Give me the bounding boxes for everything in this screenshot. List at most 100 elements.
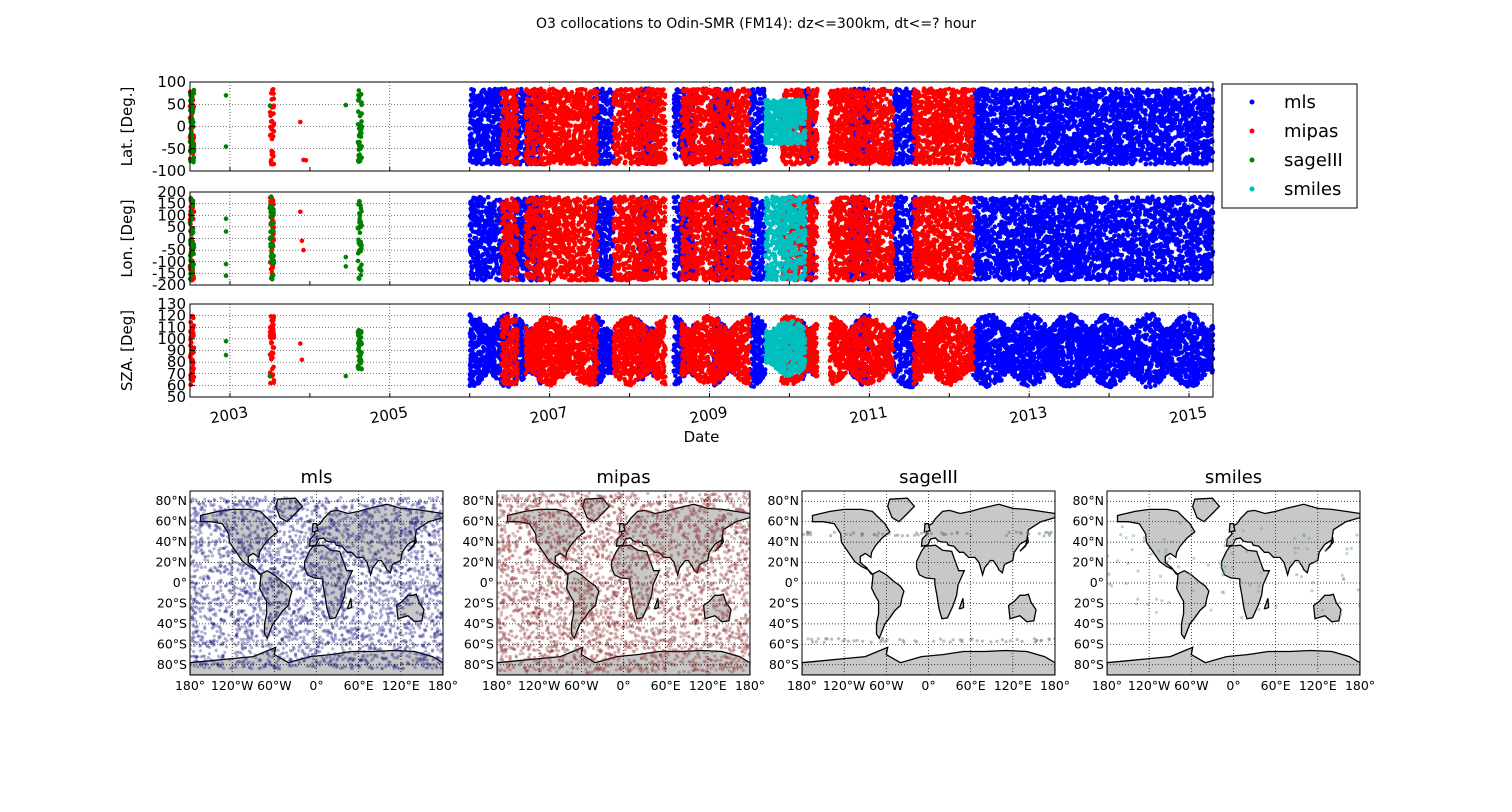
point-mls (1072, 96, 1077, 102)
point-mls (1077, 150, 1083, 155)
point-mls (1032, 101, 1038, 107)
point-mls (748, 108, 753, 114)
point-mls (757, 96, 763, 102)
point-mls (755, 158, 761, 163)
point-mls (759, 114, 765, 120)
point-mls (993, 138, 998, 143)
point-mls (755, 106, 760, 111)
point-mls (481, 130, 487, 135)
point-mls (754, 153, 760, 159)
point-mls (896, 135, 901, 140)
point-mls (1040, 147, 1046, 152)
point-mls (493, 117, 499, 122)
point-mls (1195, 129, 1200, 134)
point-mls (755, 89, 761, 95)
point-mls (1134, 108, 1139, 114)
point-mls (1021, 87, 1026, 93)
point-mls (1191, 147, 1197, 153)
point-mls (1052, 138, 1057, 144)
point-mls (900, 146, 905, 151)
point-mls (1137, 100, 1143, 106)
point-mls (469, 136, 475, 141)
point-mls (1049, 126, 1055, 131)
point-mls (480, 141, 485, 146)
point-mls (1092, 91, 1098, 96)
point-mls (1112, 133, 1117, 138)
point-mls (1110, 151, 1115, 156)
point-mls (1172, 135, 1178, 140)
point-mls (605, 145, 611, 151)
point-mls (1000, 116, 1005, 122)
point-mls (895, 107, 900, 113)
point-mls (975, 91, 981, 96)
point-mls (976, 110, 982, 116)
point-mls (1066, 119, 1072, 124)
point-mls (1015, 140, 1021, 146)
point-mls (1166, 161, 1171, 166)
point-mls (1165, 104, 1170, 109)
point-mls (490, 107, 495, 112)
point-mls (1064, 149, 1070, 154)
point-mls (494, 160, 500, 166)
point-mls (892, 88, 898, 94)
point-mls (1160, 160, 1165, 166)
point-mls (1040, 87, 1045, 93)
point-mls (1050, 119, 1056, 125)
point-mls (1043, 151, 1049, 157)
point-mls (1095, 142, 1101, 148)
point-mls (520, 101, 525, 106)
point-mls (488, 152, 494, 158)
point-mls (484, 94, 490, 99)
point-mls (1115, 102, 1120, 108)
point-mls (1041, 136, 1046, 142)
point-mls (1122, 148, 1127, 154)
point-mls (1052, 91, 1058, 96)
point-mls (1038, 125, 1044, 130)
point-mls (1055, 156, 1061, 161)
point-mls (1076, 95, 1081, 101)
point-mls (1112, 106, 1117, 112)
point-mls (1122, 153, 1128, 158)
point-mls (1001, 93, 1007, 98)
point-mls (468, 158, 473, 164)
point-mls (1137, 142, 1143, 148)
point-mls (1155, 127, 1160, 133)
point-mls (1089, 110, 1095, 115)
point-mls (1177, 152, 1182, 157)
point-mls (1081, 108, 1087, 114)
point-mls (1106, 134, 1112, 139)
point-mls (1139, 106, 1144, 112)
point-mls (1204, 161, 1209, 166)
point-mls (897, 126, 902, 132)
point-mls (1197, 86, 1203, 92)
point-mls (1033, 92, 1038, 98)
point-mls (987, 140, 993, 145)
point-mls (600, 154, 605, 159)
point-mls (1197, 133, 1202, 139)
point-mls (1000, 140, 1005, 145)
point-mls (607, 89, 613, 94)
point-mls (1124, 103, 1130, 108)
point-mls (676, 146, 681, 152)
point-mls (895, 100, 900, 105)
point-mls (1036, 114, 1042, 119)
point-mls (1001, 159, 1007, 165)
point-mls (1125, 132, 1131, 137)
point-mls (1084, 160, 1089, 166)
point-mls (1034, 147, 1039, 152)
point-mls (1031, 124, 1037, 130)
point-mls (908, 157, 913, 162)
point-mls (1102, 88, 1107, 94)
point-mls (1050, 98, 1055, 104)
point-mls (1152, 138, 1158, 143)
point-mls (1188, 120, 1194, 125)
point-mls (480, 88, 486, 93)
point-mls (1006, 88, 1012, 93)
point-mls (1156, 96, 1161, 101)
point-mls (989, 98, 994, 104)
point-mls (1036, 158, 1041, 164)
point-mls (763, 146, 768, 152)
point-mls (479, 105, 484, 110)
point-mls (1084, 122, 1090, 128)
point-mls (994, 92, 999, 97)
